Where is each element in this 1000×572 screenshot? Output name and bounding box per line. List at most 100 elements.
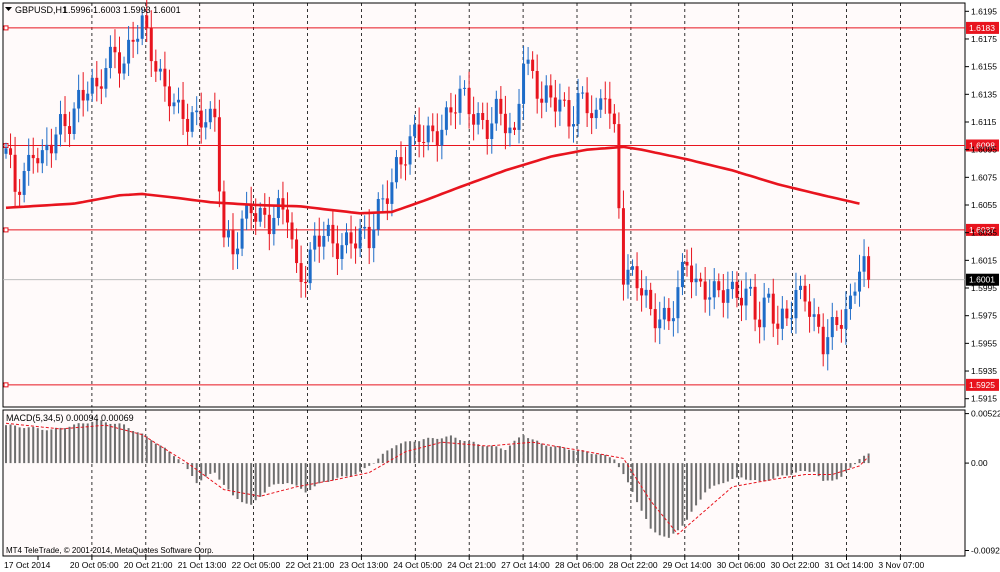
- candle-body: [131, 39, 135, 42]
- candle-body: [830, 317, 834, 338]
- macd-bar: [404, 441, 407, 464]
- macd-bar: [513, 440, 516, 464]
- candle-body: [626, 269, 630, 285]
- candle-body: [177, 99, 181, 103]
- candle-body: [739, 297, 743, 306]
- macd-bar: [64, 428, 67, 464]
- candle-body: [581, 92, 585, 94]
- candle-body: [95, 77, 99, 87]
- candle-body: [68, 126, 72, 134]
- macd-bar: [168, 451, 171, 464]
- macd-bar: [708, 463, 711, 489]
- candle-body: [762, 297, 766, 328]
- candle-body: [408, 136, 412, 165]
- macd-bar: [672, 463, 675, 534]
- candle-body: [122, 63, 126, 74]
- macd-bar: [722, 463, 725, 484]
- macd-bar: [636, 463, 639, 503]
- current-price-label: 1.6001: [969, 275, 995, 285]
- macd-bar: [649, 463, 652, 529]
- macd-bar: [254, 463, 257, 501]
- candle-body: [653, 309, 657, 329]
- symbol-header: GBPUSD,H1 1.5996 1.6003 1.5993 1.6001: [5, 5, 181, 15]
- y-tick-label: 1.5935: [971, 366, 997, 376]
- candle-body: [540, 98, 544, 103]
- y-tick-label: 1.6135: [971, 89, 997, 99]
- macd-bar: [418, 441, 421, 464]
- macd-bar: [463, 441, 466, 464]
- level-tag: [966, 223, 999, 236]
- candle-body: [621, 208, 625, 285]
- macd-bar: [654, 463, 657, 533]
- candle-body: [72, 108, 76, 134]
- macd-bar: [586, 451, 589, 464]
- macd-bar: [626, 463, 629, 483]
- price-axis[interactable]: 1.61951.61751.61551.61351.61151.60951.60…: [965, 6, 997, 404]
- macd-bar: [395, 445, 398, 464]
- macd-bar: [82, 423, 85, 464]
- candle-body: [671, 318, 675, 322]
- candle-body: [685, 261, 689, 266]
- macd-bar: [853, 463, 856, 465]
- macd-bar: [100, 420, 103, 464]
- candle-body: [753, 286, 757, 320]
- macd-bar: [518, 437, 521, 464]
- candle-body: [512, 127, 516, 130]
- candle-body: [463, 87, 467, 89]
- triangle-down-icon[interactable]: [5, 7, 12, 11]
- candle-body: [535, 70, 539, 99]
- macd-bar: [313, 463, 316, 487]
- macd-bar: [109, 423, 112, 464]
- candle-body: [13, 154, 17, 192]
- price-panel-bg[interactable]: [2, 2, 966, 408]
- candle-body: [295, 239, 299, 264]
- macd-bar: [154, 443, 157, 464]
- candle-body: [217, 117, 221, 192]
- macd-bar: [95, 419, 98, 464]
- candle-body: [490, 123, 494, 139]
- macd-panel-bg[interactable]: [2, 409, 966, 557]
- candle-body: [726, 289, 730, 303]
- time-axis[interactable]: 17 Oct 2014 20 Oct 05:00 20 Oct 21:00 21 Oc…: [4, 556, 925, 570]
- macd-bar: [431, 438, 434, 464]
- symbol-label: GBPUSD,H1: [15, 5, 67, 15]
- candle-body: [567, 100, 571, 127]
- candle-body: [676, 287, 680, 319]
- macd-bar: [772, 463, 775, 479]
- candle-body: [113, 46, 117, 53]
- macd-bar: [558, 446, 561, 464]
- y-tick-label: 1.5915: [971, 394, 997, 404]
- candle-body: [36, 158, 40, 164]
- macd-bar: [622, 463, 625, 475]
- horizontal-levels[interactable]: 1.6183 1.6098 1.6037 1.5925 1.6001: [3, 21, 999, 391]
- macd-bar: [713, 463, 716, 486]
- candle-body: [27, 154, 31, 172]
- candle-body: [431, 125, 435, 132]
- macd-bar: [272, 463, 275, 485]
- macd-bar: [531, 439, 534, 464]
- candle-body: [680, 261, 684, 288]
- candle-body: [236, 248, 240, 255]
- macd-bar: [32, 426, 35, 464]
- macd-bar: [445, 436, 448, 464]
- macd-bar: [726, 463, 729, 482]
- x-tick-label: 20 Oct 21:00: [124, 560, 173, 570]
- macd-bar: [831, 463, 834, 481]
- x-tick-label: 28 Oct 06:00: [555, 560, 604, 570]
- macd-bar: [350, 463, 353, 477]
- macd-bar: [127, 428, 130, 464]
- macd-bar: [740, 463, 743, 478]
- x-tick-label: 24 Oct 05:00: [393, 560, 442, 570]
- candle-body: [862, 256, 866, 272]
- macd-bar: [136, 432, 139, 464]
- candle-body: [399, 157, 403, 165]
- macd-bar: [459, 440, 461, 464]
- candle-body: [844, 309, 848, 329]
- candle-body: [99, 86, 103, 89]
- macd-bar: [545, 445, 548, 464]
- candle-body: [422, 141, 426, 143]
- candle-body: [453, 112, 457, 114]
- macd-bar: [858, 459, 861, 464]
- y-tick-label: 1.6075: [971, 172, 997, 182]
